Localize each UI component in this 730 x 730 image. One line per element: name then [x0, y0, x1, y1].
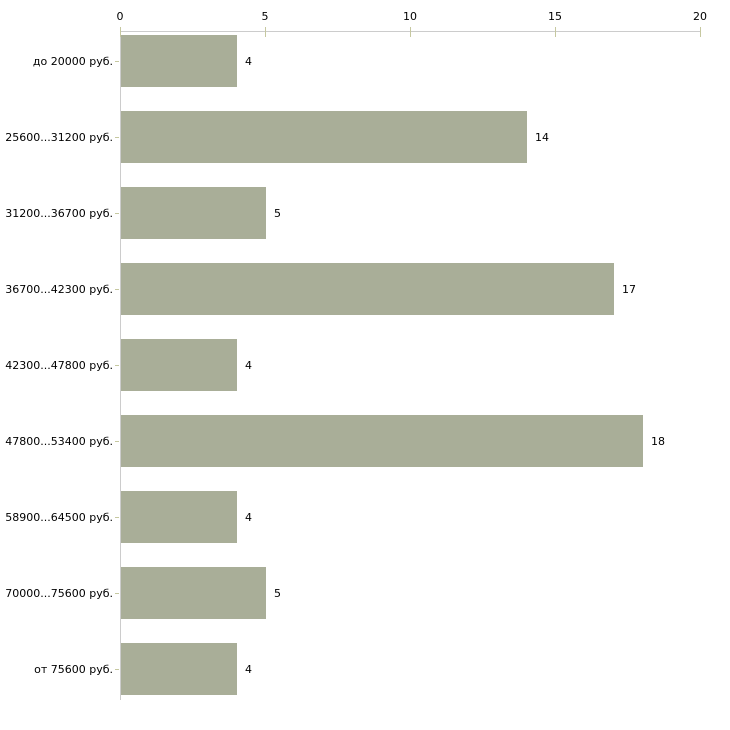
category-label: 70000...75600 руб. [5, 586, 113, 600]
x-axis-tick [120, 27, 121, 37]
bar [121, 111, 527, 163]
category-label: 31200...36700 руб. [5, 206, 113, 220]
y-axis-tick [115, 137, 119, 138]
category-label: 36700...42300 руб. [5, 282, 113, 296]
x-axis-tick-label: 20 [693, 10, 707, 23]
x-axis-tick-label: 5 [261, 10, 269, 23]
bar-value-label: 4 [245, 54, 252, 68]
bar-value-label: 4 [245, 662, 252, 676]
bar-value-label: 4 [245, 358, 252, 372]
x-axis-tick [410, 27, 411, 37]
bar [121, 339, 237, 391]
bar-value-label: 5 [274, 206, 281, 220]
category-label: 58900...64500 руб. [5, 510, 113, 524]
bar [121, 643, 237, 695]
y-axis-tick [115, 669, 119, 670]
bar-value-label: 14 [535, 130, 549, 144]
bar-value-label: 17 [622, 282, 636, 296]
bar-value-label: 4 [245, 510, 252, 524]
y-axis-tick [115, 213, 119, 214]
bar [121, 491, 237, 543]
bar-value-label: 5 [274, 586, 281, 600]
bar [121, 187, 266, 239]
bar [121, 263, 614, 315]
y-axis-tick [115, 517, 119, 518]
x-axis-tick [555, 27, 556, 37]
x-axis-tick-label: 0 [116, 10, 124, 23]
category-label: до 20000 руб. [32, 54, 113, 68]
x-axis-tick [265, 27, 266, 37]
category-label: 42300...47800 руб. [5, 358, 113, 372]
x-axis-tick-label: 10 [403, 10, 417, 23]
x-axis-tick [700, 27, 701, 37]
bar [121, 415, 643, 467]
bar [121, 567, 266, 619]
x-axis-tick-label: 15 [548, 10, 562, 23]
bar-value-label: 18 [651, 434, 665, 448]
y-axis-tick [115, 593, 119, 594]
y-axis-tick [115, 365, 119, 366]
bar [121, 35, 237, 87]
y-axis-line [120, 31, 121, 700]
category-label: 25600...31200 руб. [5, 130, 113, 144]
y-axis-tick [115, 61, 119, 62]
y-axis-tick [115, 289, 119, 290]
y-axis-tick [115, 441, 119, 442]
category-label: от 75600 руб. [34, 662, 113, 676]
category-label: 47800...53400 руб. [5, 434, 113, 448]
